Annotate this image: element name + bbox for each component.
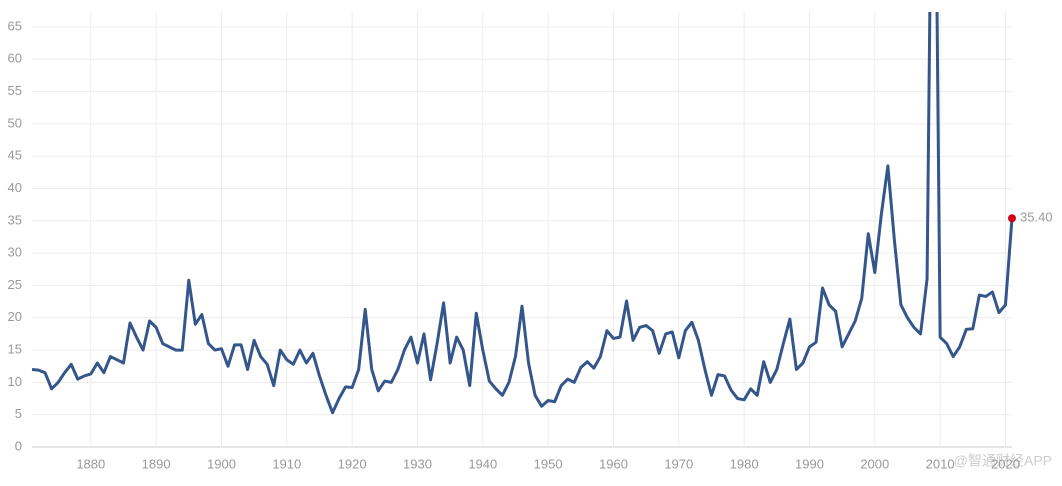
x-tick-label: 1960: [599, 456, 628, 471]
x-tick-label: 1980: [730, 456, 759, 471]
y-tick-label: 55: [8, 83, 22, 98]
x-tick-label: 1920: [338, 456, 367, 471]
x-tick-label: 2000: [860, 456, 889, 471]
x-tick-label: 1950: [534, 456, 563, 471]
y-tick-label: 15: [8, 342, 22, 357]
x-tick-label: 1930: [403, 456, 432, 471]
x-tick-label: 2020: [991, 456, 1020, 471]
y-tick-label: 65: [8, 18, 22, 33]
annotation-point: [1008, 214, 1016, 223]
y-tick-label: 40: [8, 180, 22, 195]
x-tick-label: 1970: [664, 456, 693, 471]
y-tick-label: 50: [8, 115, 22, 130]
x-tick-label: 1900: [207, 456, 236, 471]
y-tick-label: 10: [8, 374, 22, 389]
y-tick-label: 25: [8, 277, 22, 292]
annotation-label: 35.40: [1020, 210, 1053, 225]
x-tick-label: 1940: [468, 456, 497, 471]
x-tick-label: 2010: [926, 456, 955, 471]
y-tick-label: 0: [15, 438, 22, 453]
x-tick-label: 1880: [76, 456, 105, 471]
x-tick-label: 1990: [795, 456, 824, 471]
y-tick-label: 20: [8, 309, 22, 324]
watermark: @智通财经APP: [954, 453, 1052, 469]
y-tick-label: 30: [8, 245, 22, 260]
y-tick-label: 45: [8, 148, 22, 163]
plot: [31, 12, 1014, 415]
x-tick-label: 1890: [142, 456, 171, 471]
y-tick-label: 35: [8, 212, 22, 227]
x-tick-label: 1910: [272, 456, 301, 471]
y-tick-label: 5: [15, 406, 22, 421]
line-series: [31, 12, 1014, 415]
y-tick-label: 60: [8, 51, 22, 66]
